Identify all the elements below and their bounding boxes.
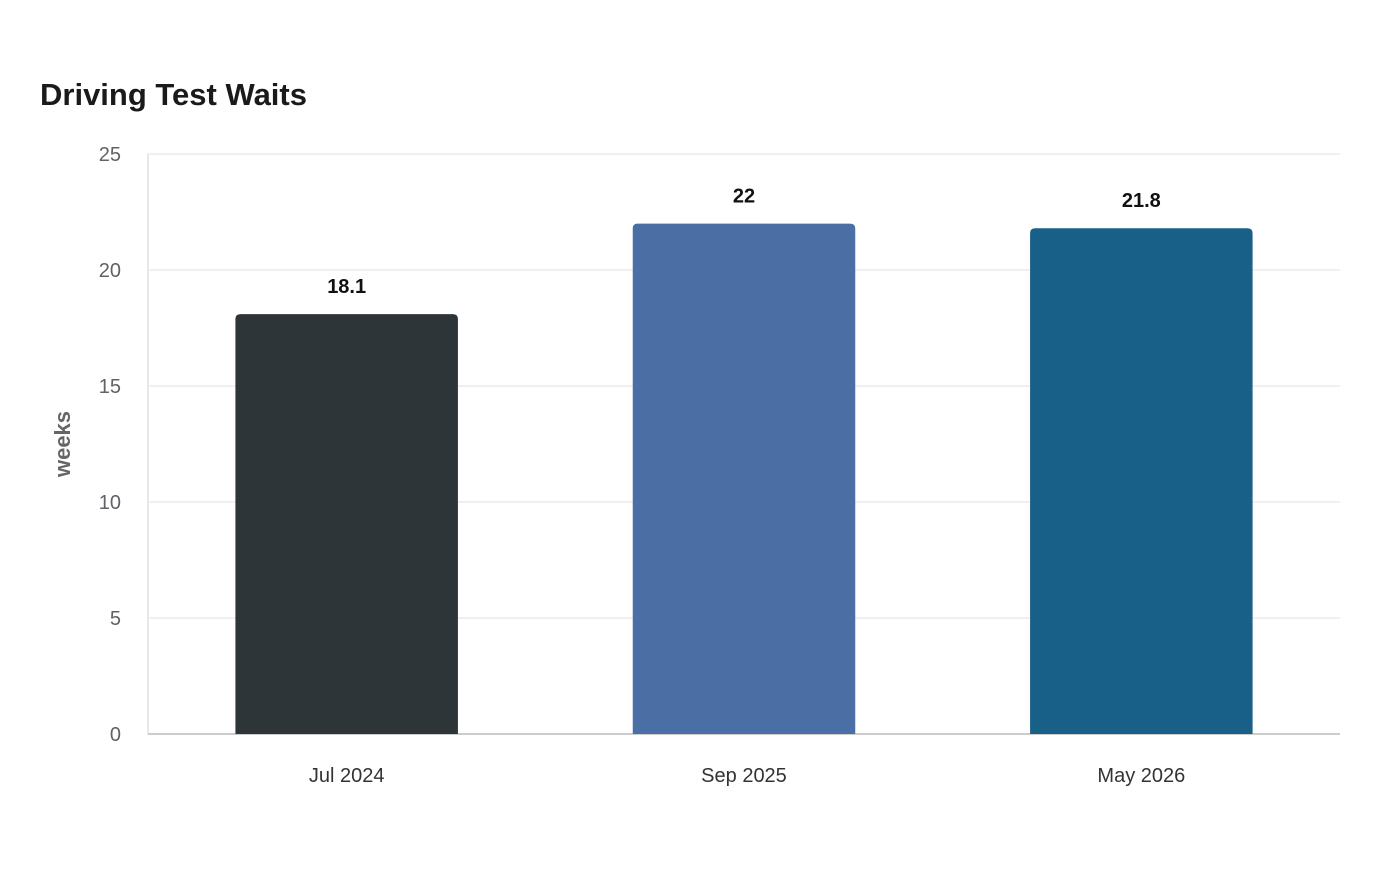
y-axis-title: weeks bbox=[50, 411, 75, 478]
chart-title: Driving Test Waits bbox=[40, 77, 307, 112]
bar-data-label: 21.8 bbox=[1122, 190, 1161, 212]
bar-data-label: 22 bbox=[733, 186, 755, 208]
y-tick-label: 0 bbox=[110, 724, 121, 746]
labels: 0 5 10 15 20 25 18.1 Jul 2024 22 Sep 2025 21.8 May … bbox=[99, 144, 1186, 787]
x-tick-label: Sep 2025 bbox=[701, 765, 787, 787]
bars bbox=[235, 223, 1253, 735]
y-tick-label: 25 bbox=[99, 144, 121, 166]
x-tick-label: Jul 2024 bbox=[309, 765, 385, 787]
y-tick-label: 15 bbox=[99, 376, 121, 398]
bar-sep-2025 bbox=[632, 223, 856, 734]
y-tick-label: 5 bbox=[110, 608, 121, 630]
y-tick-label: 10 bbox=[99, 492, 121, 514]
bar-jul-2024 bbox=[235, 314, 458, 734]
y-tick-label: 20 bbox=[99, 260, 121, 282]
bar-data-label: 18.1 bbox=[327, 276, 366, 298]
x-tick-label: May 2026 bbox=[1097, 765, 1185, 787]
bar-may-2026 bbox=[1030, 228, 1253, 735]
